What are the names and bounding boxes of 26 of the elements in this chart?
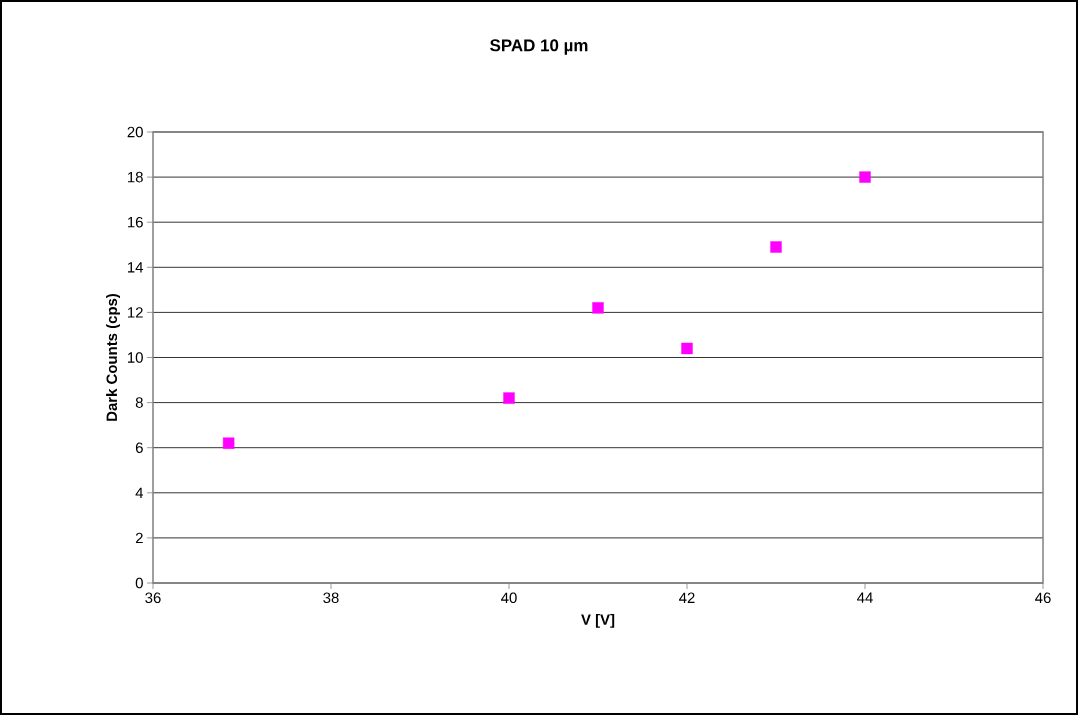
point bbox=[222, 437, 235, 449]
x-tick-label: 38 bbox=[323, 592, 339, 604]
x-tick-label: 36 bbox=[145, 592, 161, 604]
point bbox=[503, 392, 515, 404]
point bbox=[859, 171, 871, 183]
y-tick-label: 18 bbox=[128, 171, 143, 183]
y-tick-label: 16 bbox=[128, 216, 143, 228]
x-tick-label: 44 bbox=[857, 592, 873, 603]
y-tick-label: 0 bbox=[135, 577, 143, 589]
chart-title: SPAD 10 µm bbox=[490, 39, 588, 55]
y-tick-label: 8 bbox=[135, 397, 143, 408]
y-tick-label: 20 bbox=[127, 126, 143, 138]
y-tick-label: 6 bbox=[135, 442, 143, 453]
y-tick-label: 12 bbox=[128, 307, 143, 318]
y-tick-label: 4 bbox=[135, 487, 144, 498]
x-axis-title: V [V] bbox=[581, 613, 615, 628]
y-tick-label: 10 bbox=[128, 352, 143, 363]
point bbox=[592, 302, 604, 314]
x-tick-label: 40 bbox=[501, 592, 517, 604]
x-tick-label: 46 bbox=[1035, 592, 1051, 604]
x-tick-label: 42 bbox=[679, 592, 695, 603]
point bbox=[681, 342, 693, 355]
point bbox=[770, 241, 782, 253]
y-axis-title: Dark Counts (cps) bbox=[106, 293, 121, 421]
y-tick-label: 14 bbox=[128, 262, 144, 273]
y-tick-label: 2 bbox=[135, 532, 143, 544]
